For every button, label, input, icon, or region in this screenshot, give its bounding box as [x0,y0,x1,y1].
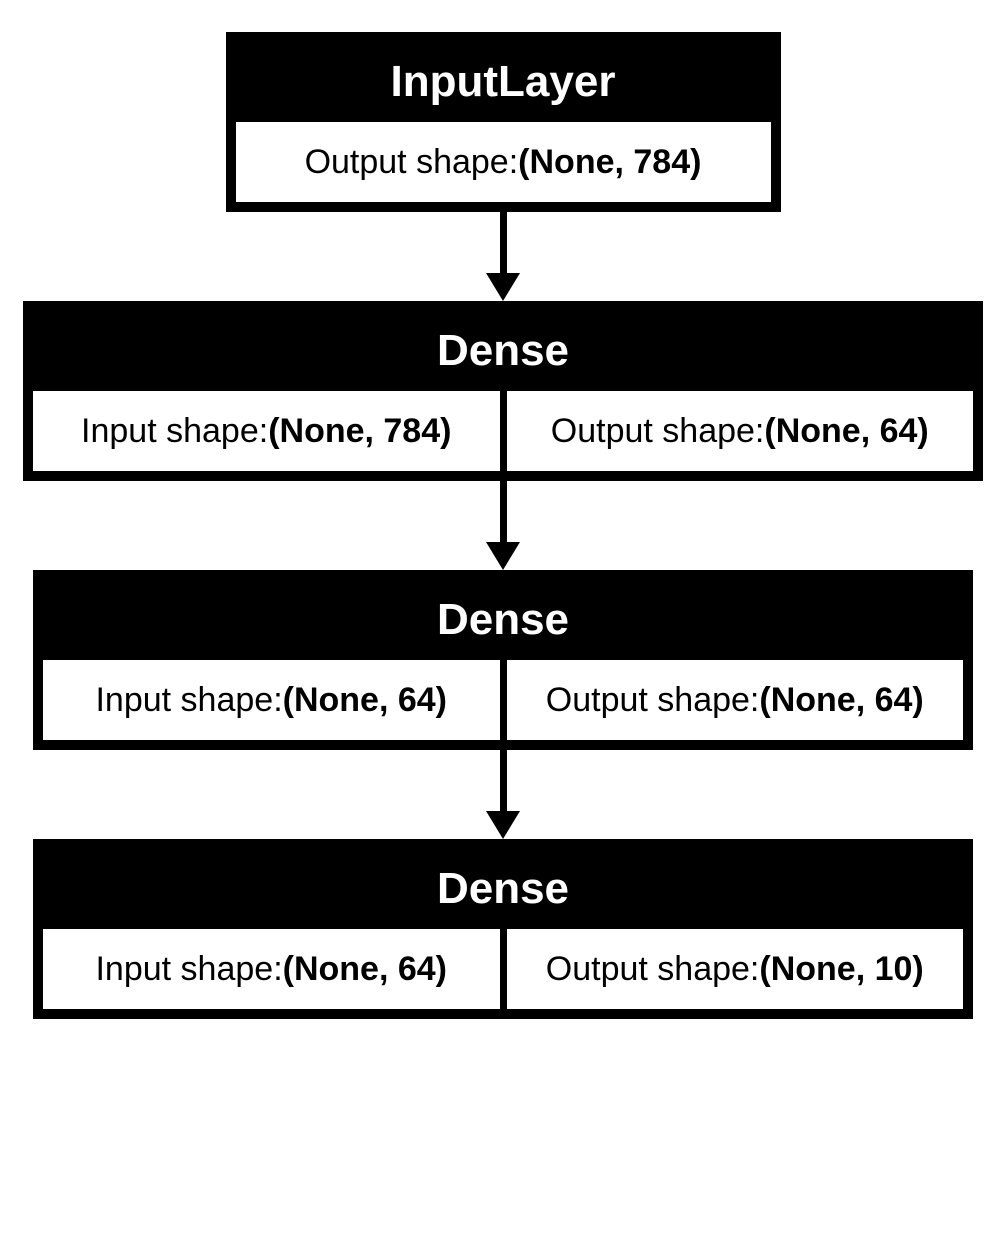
layer-node-input: InputLayer Output shape: (None, 784) [226,32,781,212]
arrow-line [500,481,507,543]
layer-title: Dense [43,580,963,660]
cell-label: Input shape: [95,681,282,720]
layer-output-shape-cell: Output shape: (None, 784) [236,122,771,202]
arrow-line [500,750,507,812]
cell-value: (None, 64) [759,681,923,720]
layer-body: Input shape: (None, 784) Output shape: (… [33,391,973,471]
cell-label: Output shape: [551,412,765,451]
arrow-icon [486,212,520,301]
layer-output-shape-cell: Output shape: (None, 64) [500,660,964,740]
layer-node-dense-1: Dense Input shape: (None, 784) Output sh… [23,301,983,481]
layer-output-shape-cell: Output shape: (None, 10) [500,929,964,1009]
arrow-head [486,273,520,301]
layer-output-shape-cell: Output shape: (None, 64) [500,391,974,471]
cell-value: (None, 64) [283,950,447,989]
cell-value: (None, 784) [268,412,451,451]
cell-label: Output shape: [546,950,760,989]
cell-value: (None, 64) [764,412,928,451]
arrow-head [486,811,520,839]
arrow-line [500,212,507,274]
layer-title: Dense [33,311,973,391]
cell-label: Output shape: [546,681,760,720]
layer-body: Input shape: (None, 64) Output shape: (N… [43,660,963,740]
cell-value: (None, 10) [759,950,923,989]
cell-label: Input shape: [95,950,282,989]
cell-label: Output shape: [305,143,519,182]
layer-title: Dense [43,849,963,929]
layer-input-shape-cell: Input shape: (None, 64) [43,660,500,740]
layer-input-shape-cell: Input shape: (None, 64) [43,929,500,1009]
cell-label: Input shape: [81,412,268,451]
arrow-head [486,542,520,570]
layer-node-dense-2: Dense Input shape: (None, 64) Output sha… [33,570,973,750]
layer-title: InputLayer [236,42,771,122]
cell-value: (None, 64) [283,681,447,720]
layer-input-shape-cell: Input shape: (None, 784) [33,391,500,471]
layer-node-dense-3: Dense Input shape: (None, 64) Output sha… [33,839,973,1019]
layer-body: Output shape: (None, 784) [236,122,771,202]
cell-value: (None, 784) [518,143,701,182]
arrow-icon [486,750,520,839]
arrow-icon [486,481,520,570]
layer-body: Input shape: (None, 64) Output shape: (N… [43,929,963,1009]
